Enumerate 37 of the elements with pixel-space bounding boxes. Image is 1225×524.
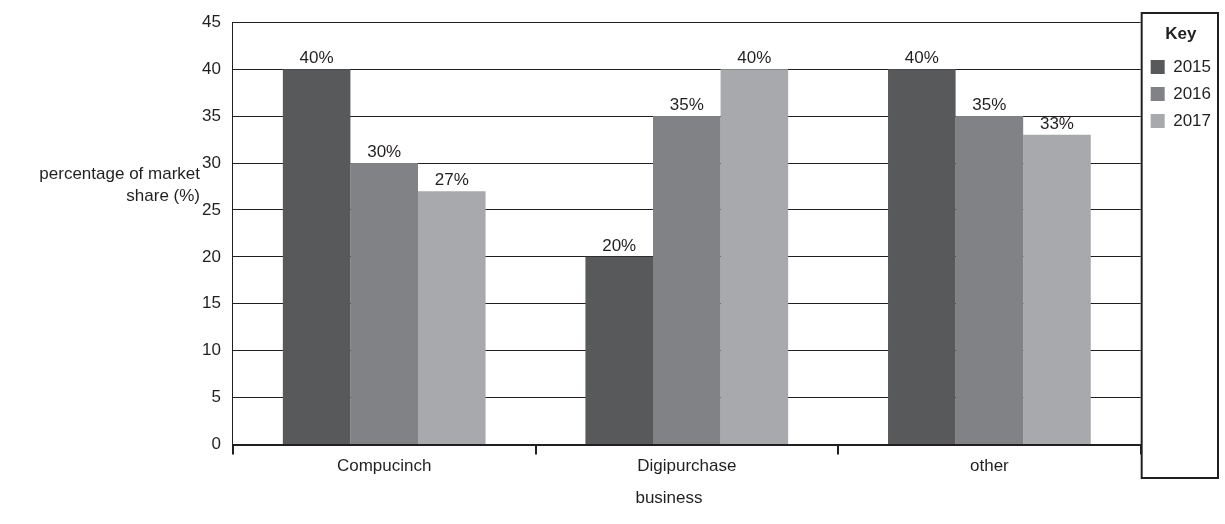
data-label: 40% bbox=[299, 48, 334, 68]
y-axis-title: percentage of market share (%) bbox=[38, 163, 200, 207]
y-tick-label: 0 bbox=[211, 434, 221, 454]
data-label: 27% bbox=[434, 170, 469, 190]
bar bbox=[350, 163, 418, 445]
x-tick-label: Digipurchase bbox=[637, 456, 737, 476]
y-tick-label: 5 bbox=[211, 387, 221, 407]
y-tick-label: 40 bbox=[201, 58, 221, 78]
bar bbox=[282, 69, 351, 445]
x-axis-title: business bbox=[634, 488, 704, 508]
y-tick-label: 25 bbox=[201, 199, 221, 219]
y-tick-label: 45 bbox=[201, 11, 221, 31]
data-label: 40% bbox=[737, 48, 772, 68]
legend-label: 2015 bbox=[1173, 56, 1212, 76]
data-label: 30% bbox=[367, 142, 402, 162]
legend-title: Key bbox=[1165, 24, 1197, 44]
data-label: 35% bbox=[669, 95, 704, 115]
y-tick-label: 35 bbox=[201, 105, 221, 125]
y-tick-label: 30 bbox=[201, 152, 221, 172]
y-tick-label: 20 bbox=[201, 246, 221, 266]
data-label: 35% bbox=[972, 95, 1007, 115]
y-tick-label: 10 bbox=[201, 340, 221, 360]
data-label: 20% bbox=[602, 236, 637, 256]
bar bbox=[888, 69, 956, 445]
bar bbox=[720, 69, 789, 445]
legend-label: 2017 bbox=[1173, 110, 1212, 130]
legend-label: 2016 bbox=[1173, 83, 1212, 103]
y-tick-label: 15 bbox=[201, 293, 221, 313]
bar bbox=[1023, 134, 1091, 445]
x-tick-label: Compucinch bbox=[336, 456, 432, 476]
x-tick-label: other bbox=[970, 456, 1010, 476]
data-label: 40% bbox=[904, 48, 939, 68]
bar bbox=[955, 116, 1024, 445]
bar bbox=[585, 256, 654, 445]
bar bbox=[653, 116, 721, 445]
bar bbox=[417, 191, 486, 445]
data-label: 33% bbox=[1039, 114, 1074, 134]
